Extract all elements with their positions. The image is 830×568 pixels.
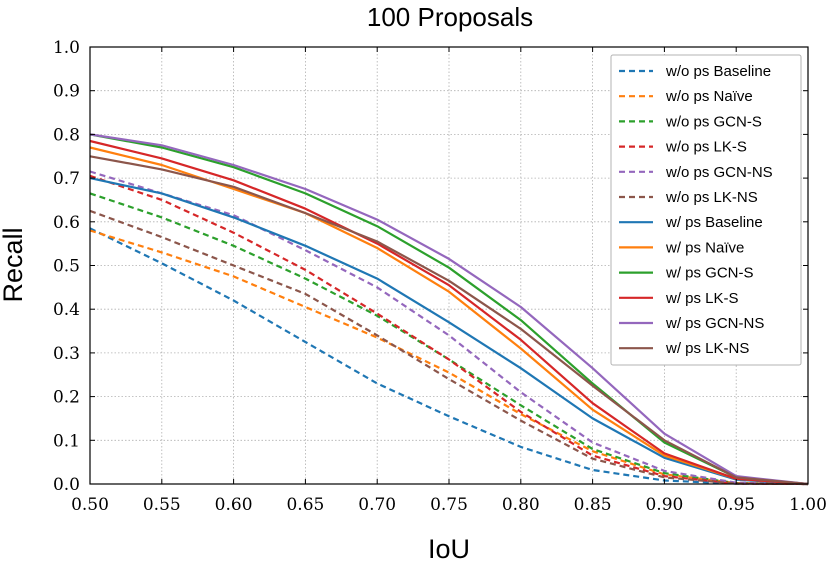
y-tick-label: 0.4 xyxy=(53,300,80,320)
y-tick-label: 0.8 xyxy=(53,125,80,145)
y-tick-label: 0.3 xyxy=(53,344,80,364)
series-line-w-o-ps-lk-ns xyxy=(89,209,809,486)
x-tick-label: 0.65 xyxy=(286,495,324,515)
x-tick-label: 0.70 xyxy=(358,495,396,515)
series-layer xyxy=(89,133,809,486)
legend-label-w-o-ps-baseline: w/o ps Baseline xyxy=(665,63,771,80)
y-axis-ticks: 0.0 0.1 0.2 0.3 0.4 0.5 0.6 0.7 0.8 0.9 1.0 xyxy=(53,38,808,495)
x-tick-label: 1.00 xyxy=(789,495,827,515)
series-line-w-ps-lk-s xyxy=(89,139,809,486)
legend-label-w-o-ps-gcn-ns: w/o ps GCN-NS xyxy=(665,164,773,181)
legend-label-w-o-ps-lk-ns: w/o ps LK-NS xyxy=(665,189,758,206)
x-axis-ticks: 0.50 0.55 0.60 0.65 0.70 0.75 0.80 0.85 0.90 0.95… xyxy=(71,47,827,515)
y-tick-label: 0.7 xyxy=(53,169,80,189)
y-tick-label: 0.9 xyxy=(53,82,80,102)
legend-label-w-ps-lk-ns: w/ ps LK-NS xyxy=(665,340,749,357)
x-tick-label: 0.75 xyxy=(430,495,468,515)
x-tick-label: 0.85 xyxy=(574,495,612,515)
y-tick-label: 1.0 xyxy=(53,38,80,58)
y-tick-label: 0.5 xyxy=(53,257,80,277)
x-tick-label: 0.50 xyxy=(71,495,109,515)
x-axis-label: IoU xyxy=(428,534,470,564)
y-tick-label: 0.2 xyxy=(53,388,80,408)
series-line-w-ps-gcn-ns xyxy=(89,133,809,486)
legend: w/o ps Baseline w/o ps Naïve w/o ps GCN-S w… xyxy=(610,54,802,366)
series-line-w-o-ps-baseline xyxy=(89,227,809,486)
y-tick-label: 0.0 xyxy=(53,475,80,495)
series-line-w-o-ps-lk-s xyxy=(89,174,809,486)
series-line-w-ps-lk-ns xyxy=(89,155,809,486)
legend-label-w-ps-gcn-ns: w/ ps GCN-NS xyxy=(665,315,764,332)
legend-label-w-ps-lk-s: w/ ps LK-S xyxy=(665,290,739,307)
legend-box xyxy=(610,54,802,366)
y-tick-label: 0.1 xyxy=(53,431,80,451)
series-line-w-ps-gcn-s xyxy=(89,133,809,486)
series-line-w-o-ps-gcn-s xyxy=(89,192,809,486)
legend-label-w-ps-gcn-s: w/ ps GCN-S xyxy=(665,265,754,282)
x-tick-label: 0.80 xyxy=(502,495,540,515)
legend-label-w-o-ps-lk-s: w/o ps LK-S xyxy=(665,139,747,156)
x-tick-label: 0.60 xyxy=(215,495,253,515)
x-tick-label: 0.90 xyxy=(645,495,683,515)
x-tick-label: 0.95 xyxy=(717,495,755,515)
y-axis-label: Recall xyxy=(0,227,28,302)
x-tick-label: 0.55 xyxy=(143,495,181,515)
series-line-w-ps-baseline xyxy=(89,177,809,486)
legend-label-w-ps-na-ve: w/ ps Naïve xyxy=(665,239,744,256)
legend-label-w-o-ps-gcn-s: w/o ps GCN-S xyxy=(665,113,762,130)
series-line-w-o-ps-gcn-ns xyxy=(89,170,809,486)
y-tick-label: 0.6 xyxy=(53,213,80,233)
series-line-w-o-ps-na-ve xyxy=(89,229,809,486)
chart-title: 100 Proposals xyxy=(367,2,533,32)
legend-label-w-o-ps-na-ve: w/o ps Naïve xyxy=(665,88,753,105)
legend-label-w-ps-baseline: w/ ps Baseline xyxy=(665,214,763,231)
